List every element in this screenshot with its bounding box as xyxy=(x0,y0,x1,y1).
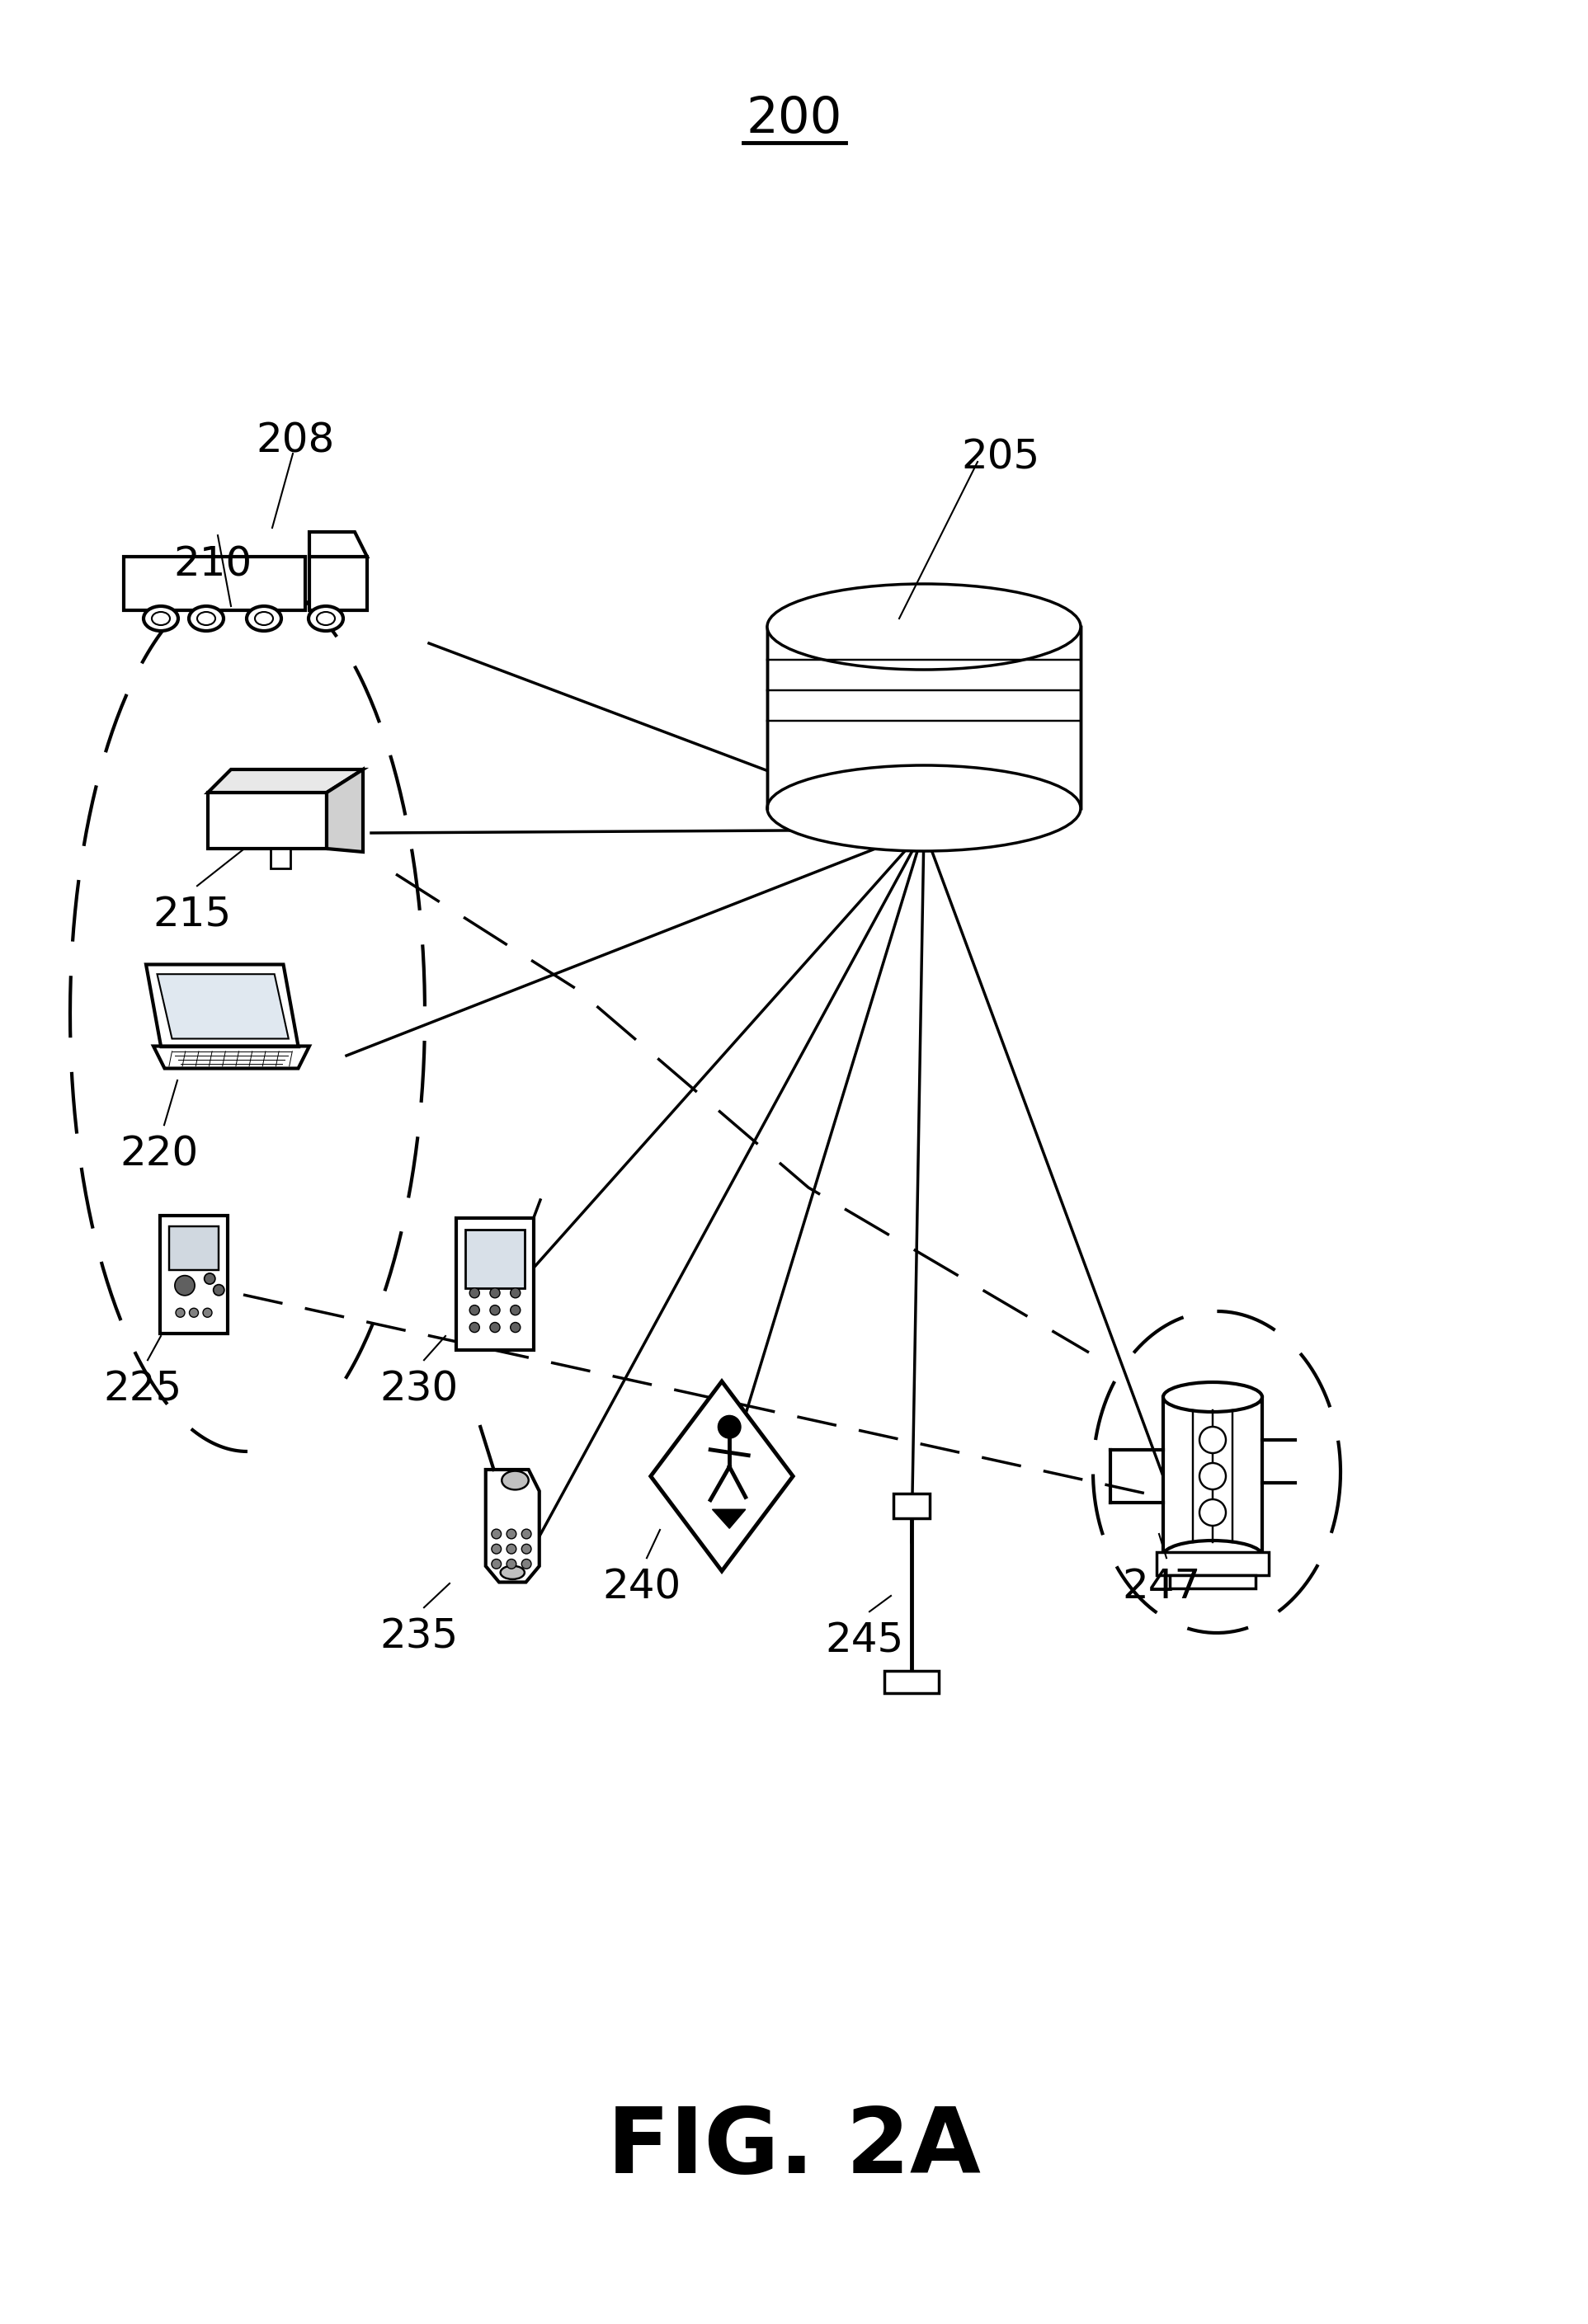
Text: 200: 200 xyxy=(746,95,842,144)
Circle shape xyxy=(205,1274,216,1285)
Circle shape xyxy=(203,1308,213,1318)
Polygon shape xyxy=(713,1508,745,1529)
Circle shape xyxy=(491,1287,500,1297)
Ellipse shape xyxy=(502,1471,529,1490)
Circle shape xyxy=(510,1322,521,1332)
Circle shape xyxy=(510,1306,521,1315)
Text: 208: 208 xyxy=(256,421,335,460)
Circle shape xyxy=(491,1306,500,1315)
Text: 245: 245 xyxy=(824,1620,904,1659)
Text: 240: 240 xyxy=(602,1566,681,1606)
Circle shape xyxy=(470,1322,480,1332)
Bar xyxy=(270,848,291,869)
Polygon shape xyxy=(208,769,364,792)
Bar xyxy=(894,1494,929,1518)
Text: 247: 247 xyxy=(1121,1566,1201,1606)
Text: 215: 215 xyxy=(152,895,232,934)
Polygon shape xyxy=(651,1380,792,1571)
Circle shape xyxy=(175,1276,195,1294)
Circle shape xyxy=(176,1308,184,1318)
Bar xyxy=(1156,1552,1269,1576)
Circle shape xyxy=(521,1529,532,1538)
Ellipse shape xyxy=(767,583,1081,669)
Text: 210: 210 xyxy=(173,544,252,583)
Circle shape xyxy=(507,1529,516,1538)
Ellipse shape xyxy=(152,611,170,625)
Bar xyxy=(465,1229,524,1287)
Circle shape xyxy=(1199,1499,1226,1525)
Ellipse shape xyxy=(316,611,335,625)
Circle shape xyxy=(521,1559,532,1569)
Text: 220: 220 xyxy=(119,1134,198,1174)
Circle shape xyxy=(213,1285,224,1294)
Circle shape xyxy=(507,1543,516,1555)
Ellipse shape xyxy=(256,611,273,625)
Bar xyxy=(885,1671,939,1694)
Polygon shape xyxy=(310,532,367,558)
Circle shape xyxy=(718,1415,740,1439)
Ellipse shape xyxy=(1162,1383,1262,1413)
Bar xyxy=(767,627,1081,809)
Circle shape xyxy=(189,1308,198,1318)
Ellipse shape xyxy=(500,1566,524,1580)
Circle shape xyxy=(510,1287,521,1297)
Text: 225: 225 xyxy=(103,1369,181,1408)
Bar xyxy=(1170,1576,1256,1587)
Circle shape xyxy=(507,1559,516,1569)
Bar xyxy=(168,1227,219,1269)
Ellipse shape xyxy=(143,607,178,630)
Circle shape xyxy=(492,1543,502,1555)
Polygon shape xyxy=(767,648,1081,788)
Bar xyxy=(1162,1397,1262,1555)
Ellipse shape xyxy=(308,607,343,630)
Circle shape xyxy=(470,1287,480,1297)
Circle shape xyxy=(521,1543,532,1555)
Bar xyxy=(124,558,305,611)
Bar xyxy=(310,558,367,611)
Ellipse shape xyxy=(767,765,1081,851)
Ellipse shape xyxy=(246,607,281,630)
Bar xyxy=(160,1215,229,1334)
Circle shape xyxy=(1199,1427,1226,1452)
Ellipse shape xyxy=(1162,1541,1262,1571)
Polygon shape xyxy=(327,769,364,853)
Ellipse shape xyxy=(189,607,224,630)
Text: 235: 235 xyxy=(380,1618,457,1657)
Ellipse shape xyxy=(197,611,216,625)
Bar xyxy=(456,1218,534,1350)
Circle shape xyxy=(1199,1464,1226,1490)
Text: 230: 230 xyxy=(380,1369,457,1408)
Circle shape xyxy=(470,1306,480,1315)
Polygon shape xyxy=(146,964,299,1046)
Polygon shape xyxy=(154,1046,310,1069)
Circle shape xyxy=(491,1322,500,1332)
Text: FIG. 2A: FIG. 2A xyxy=(607,2103,981,2192)
Text: 205: 205 xyxy=(961,437,1040,476)
Bar xyxy=(208,792,327,848)
Circle shape xyxy=(492,1529,502,1538)
Polygon shape xyxy=(157,974,289,1039)
Polygon shape xyxy=(486,1469,540,1583)
Circle shape xyxy=(492,1559,502,1569)
